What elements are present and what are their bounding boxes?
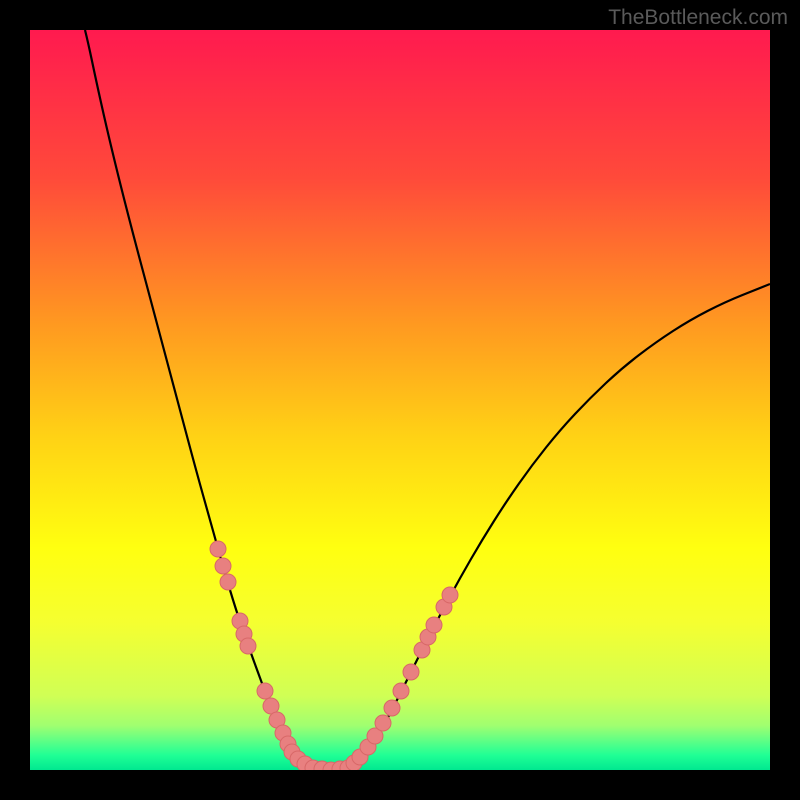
- marker-dot: [375, 715, 391, 731]
- marker-dot: [384, 700, 400, 716]
- marker-dot: [442, 587, 458, 603]
- plot-area: [30, 30, 770, 770]
- marker-dot: [210, 541, 226, 557]
- marker-dot: [240, 638, 256, 654]
- chart-container: TheBottleneck.com: [0, 0, 800, 800]
- marker-dot: [426, 617, 442, 633]
- marker-dot: [403, 664, 419, 680]
- marker-dot: [393, 683, 409, 699]
- marker-dot: [220, 574, 236, 590]
- marker-dot: [215, 558, 231, 574]
- marker-dot: [257, 683, 273, 699]
- gradient-background: [30, 30, 770, 770]
- watermark-text: TheBottleneck.com: [608, 6, 788, 30]
- chart-svg: [30, 30, 770, 770]
